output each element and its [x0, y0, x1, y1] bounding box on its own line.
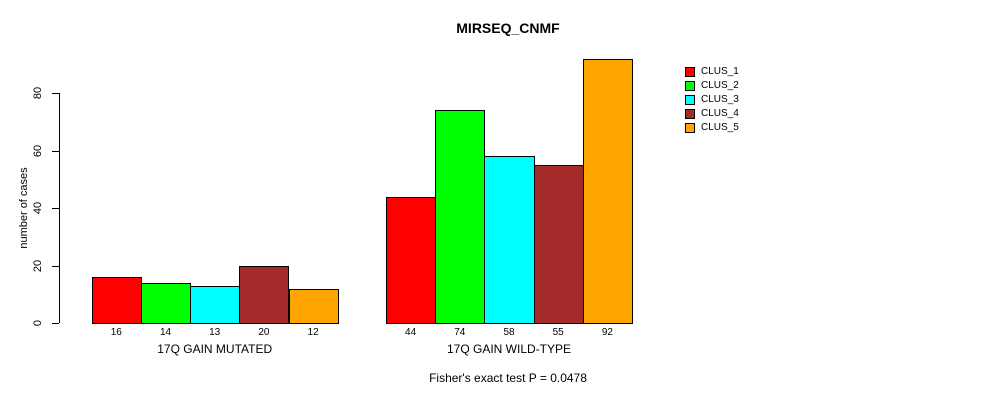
bar [533, 164, 584, 324]
legend-label: CLUS_3 [701, 94, 739, 105]
fisher-test-note: Fisher's exact test P = 0.0478 [429, 371, 587, 385]
legend-label: CLUS_2 [701, 80, 739, 91]
y-tick-label: 0 [32, 319, 44, 327]
chart-title: MIRSEQ_CNMF [456, 20, 560, 36]
bar [190, 285, 241, 324]
y-tick-label: 60 [32, 144, 44, 157]
bar-value-label: 58 [503, 327, 515, 338]
y-tick [52, 208, 59, 209]
bar-value-label: 20 [258, 327, 270, 338]
bar-value-label: 44 [405, 327, 417, 338]
y-tick [52, 150, 59, 152]
group-label: 17Q GAIN WILD-TYPE [446, 342, 572, 356]
legend-label: CLUS_1 [701, 66, 739, 77]
bar [140, 282, 192, 324]
legend-swatch [685, 108, 695, 119]
bar-value-label: 14 [159, 327, 172, 338]
legend: CLUS_1 CLUS_2 CLUS_3 CLUS_4 CLUS_5 [685, 66, 739, 136]
y-tick [52, 265, 59, 267]
bar-value-label: 92 [601, 327, 613, 338]
y-axis-label: number of cases [18, 167, 30, 249]
legend-swatch [685, 122, 695, 133]
legend-swatch [685, 80, 695, 91]
legend-item: CLUS_2 [685, 80, 739, 91]
legend-item: CLUS_5 [685, 122, 739, 133]
bar [435, 110, 486, 324]
y-tick [52, 323, 59, 324]
bar-value-label: 16 [110, 327, 122, 338]
bar-value-label: 12 [307, 327, 319, 338]
bar-value-label: 74 [454, 327, 466, 338]
bar-value-label: 55 [552, 327, 564, 338]
bar [239, 265, 290, 324]
legend-label: CLUS_5 [701, 122, 739, 133]
bar [288, 288, 339, 324]
y-tick-label: 80 [32, 86, 44, 100]
legend-swatch [685, 66, 695, 77]
bar-value-label: 13 [209, 327, 221, 338]
legend-item: CLUS_3 [685, 94, 739, 105]
legend-label: CLUS_4 [701, 108, 739, 119]
legend-item: CLUS_1 [685, 66, 739, 77]
bar [582, 58, 633, 324]
legend-swatch [685, 94, 695, 105]
y-axis-line [59, 93, 60, 323]
y-tick-label: 40 [32, 201, 44, 215]
y-tick [52, 93, 59, 94]
bar [484, 156, 535, 324]
bar [386, 196, 437, 324]
legend-item: CLUS_4 [685, 108, 739, 119]
y-tick-label: 20 [32, 259, 44, 272]
group-label: 17Q GAIN MUTATED [157, 342, 273, 356]
bar [91, 277, 142, 324]
